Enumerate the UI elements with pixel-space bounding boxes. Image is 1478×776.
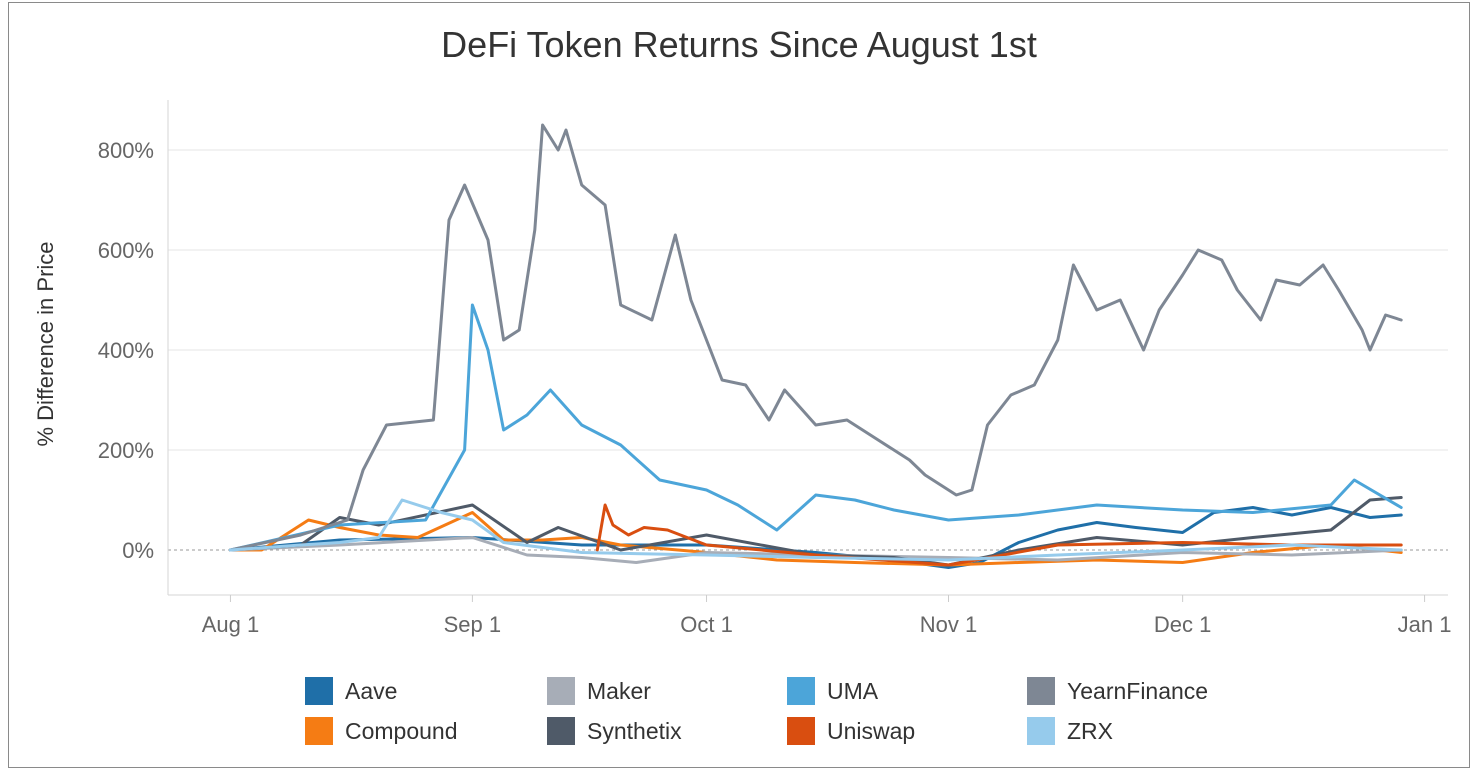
legend-item-compound: Compound [305, 716, 458, 746]
legend-item-aave: Aave [305, 676, 397, 706]
y-tick-label: 200% [98, 438, 154, 463]
legend-label: Synthetix [587, 717, 682, 744]
axes: 0% 200% 400% 600% 800% Aug 1 Sep 1 Oct 1 Nov 1 De… [98, 100, 1452, 637]
x-tick-label: Jan 1 [1398, 612, 1452, 637]
legend-swatch [547, 717, 575, 745]
line-chart: 0% 200% 400% 600% 800% Aug 1 Sep 1 Oct 1 Nov 1 De… [33, 100, 1452, 637]
y-tick-label: 400% [98, 338, 154, 363]
legend-swatch [305, 717, 333, 745]
legend-swatch [1027, 677, 1055, 705]
legend-item-uma: UMA [787, 676, 878, 706]
legend-swatch [547, 677, 575, 705]
series-line-maker [228, 536, 1403, 564]
x-tick-label: Oct 1 [680, 612, 733, 637]
x-tick-label: Aug 1 [202, 612, 260, 637]
legend-swatch [1027, 717, 1055, 745]
series-line-zrx [228, 498, 1403, 562]
legend-swatch [305, 677, 333, 705]
series-line-compound [228, 511, 1403, 567]
chart-title: DeFi Token Returns Since August 1st [441, 24, 1037, 65]
legend-item-maker: Maker [547, 676, 651, 706]
legend-label: Aave [345, 677, 398, 704]
legend-label: ZRX [1067, 717, 1113, 744]
series-line-uma [228, 303, 1403, 552]
x-tick-label: Nov 1 [920, 612, 977, 637]
y-tick-label: 600% [98, 238, 154, 263]
legend-item-yearnfinance: YearnFinance [1027, 676, 1208, 706]
x-tick-label: Sep 1 [444, 612, 502, 637]
legend: Aave Compound Maker Synthetix UMA Uniswap Year… [305, 676, 1285, 756]
legend-swatch [787, 717, 815, 745]
legend-label: YearnFinance [1067, 677, 1209, 704]
legend-label: Uniswap [827, 717, 916, 744]
legend-item-zrx: ZRX [1027, 716, 1113, 746]
legend-label: Compound [345, 717, 458, 744]
x-tick-label: Dec 1 [1154, 612, 1211, 637]
gridlines [168, 149, 1448, 551]
legend-item-uniswap: Uniswap [787, 716, 915, 746]
series-line-uniswap [595, 503, 1403, 567]
legend-swatch [787, 677, 815, 705]
series-lines [228, 123, 1403, 569]
legend-label: UMA [827, 677, 879, 704]
y-axis-label: % Difference in Price [33, 241, 58, 446]
series-line-yearnfinance [228, 123, 1403, 552]
y-tick-label: 0% [122, 538, 154, 563]
legend-label: Maker [587, 677, 651, 704]
y-tick-label: 800% [98, 138, 154, 163]
legend-item-synthetix: Synthetix [547, 716, 682, 746]
